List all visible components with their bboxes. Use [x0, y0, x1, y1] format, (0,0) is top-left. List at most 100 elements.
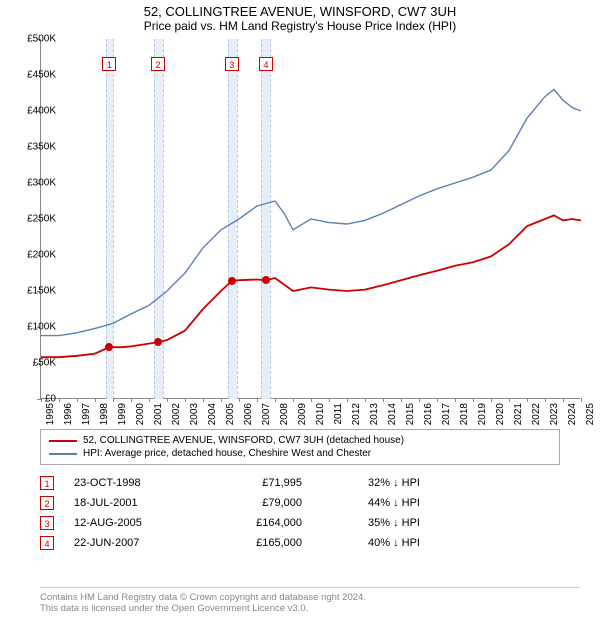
x-tick	[581, 398, 582, 402]
sale-row: 3 12-AUG-2005 £164,000 35% ↓ HPI	[40, 513, 560, 533]
x-axis-label: 2010	[315, 403, 326, 425]
sale-row-date: 12-AUG-2005	[74, 517, 194, 529]
y-axis-label: £200K	[16, 250, 56, 261]
x-tick	[347, 398, 348, 402]
sale-row-pct: 35% ↓ HPI	[320, 517, 420, 529]
sale-row-marker: 4	[40, 536, 54, 550]
down-arrow-icon: ↓	[393, 497, 399, 509]
sales-table: 123-OCT-1998£71,99532% ↓ HPI218-JUL-2001…	[40, 473, 560, 553]
x-axis-label: 2007	[261, 403, 272, 425]
y-axis-label: £500K	[16, 34, 56, 45]
sale-row-price: £165,000	[212, 537, 302, 549]
plot-area: 1995199619971998199920002001200220032004…	[40, 39, 580, 399]
y-axis-label: £100K	[16, 322, 56, 333]
series-property	[41, 215, 581, 357]
x-tick	[527, 398, 528, 402]
x-axis-label: 2025	[585, 403, 596, 425]
x-axis-label: 2023	[549, 403, 560, 425]
y-axis-label: £300K	[16, 178, 56, 189]
x-tick	[455, 398, 456, 402]
sale-marker-dot	[154, 338, 162, 346]
x-axis-label: 1999	[117, 403, 128, 425]
y-axis-label: £350K	[16, 142, 56, 153]
x-tick	[275, 398, 276, 402]
x-axis-label: 2011	[333, 403, 344, 425]
x-axis-label: 2021	[513, 403, 524, 425]
footer-attribution: Contains HM Land Registry data © Crown c…	[40, 587, 580, 614]
x-tick	[365, 398, 366, 402]
x-axis-label: 1998	[99, 403, 110, 425]
x-axis-label: 2000	[135, 403, 146, 425]
x-tick	[437, 398, 438, 402]
x-tick	[311, 398, 312, 402]
x-axis-label: 2020	[495, 403, 506, 425]
chart-subtitle: Price paid vs. HM Land Registry's House …	[0, 19, 600, 39]
sale-row-date: 18-JUL-2001	[74, 497, 194, 509]
y-axis-label: £0	[16, 394, 56, 405]
sale-marker-label: 4	[259, 57, 273, 71]
x-axis-label: 1997	[81, 403, 92, 425]
x-axis-label: 2019	[477, 403, 488, 425]
x-axis-label: 2014	[387, 403, 398, 425]
x-axis-label: 2003	[189, 403, 200, 425]
x-tick	[545, 398, 546, 402]
x-tick	[203, 398, 204, 402]
x-tick	[329, 398, 330, 402]
down-arrow-icon: ↓	[393, 537, 399, 549]
y-axis-label: £250K	[16, 214, 56, 225]
x-tick	[419, 398, 420, 402]
chart-lines	[41, 39, 581, 399]
x-axis-label: 2008	[279, 403, 290, 425]
x-tick	[221, 398, 222, 402]
sale-row: 4 22-JUN-2007 £165,000 40% ↓ HPI	[40, 533, 560, 553]
footer-line-2: This data is licensed under the Open Gov…	[40, 603, 580, 614]
sale-marker-label: 2	[151, 57, 165, 71]
x-tick	[491, 398, 492, 402]
x-tick	[563, 398, 564, 402]
x-axis-label: 1995	[45, 403, 56, 425]
sale-row-marker: 3	[40, 516, 54, 530]
x-tick	[509, 398, 510, 402]
x-tick	[149, 398, 150, 402]
x-tick	[167, 398, 168, 402]
x-axis-label: 2024	[567, 403, 578, 425]
x-axis-label: 2001	[153, 403, 164, 425]
x-tick	[131, 398, 132, 402]
x-tick	[77, 398, 78, 402]
sale-marker-dot	[105, 343, 113, 351]
x-axis-label: 2002	[171, 403, 182, 425]
x-tick	[239, 398, 240, 402]
sale-row-date: 23-OCT-1998	[74, 477, 194, 489]
x-axis-label: 2017	[441, 403, 452, 425]
x-axis-label: 2015	[405, 403, 416, 425]
x-axis-label: 2004	[207, 403, 218, 425]
down-arrow-icon: ↓	[393, 477, 399, 489]
x-axis-label: 2005	[225, 403, 236, 425]
legend-item: 52, COLLINGTREE AVENUE, WINSFORD, CW7 3U…	[49, 434, 551, 447]
legend-label: 52, COLLINGTREE AVENUE, WINSFORD, CW7 3U…	[83, 435, 404, 446]
sale-marker-dot	[262, 276, 270, 284]
series-hpi	[41, 89, 581, 335]
sale-row: 123-OCT-1998£71,99532% ↓ HPI	[40, 473, 560, 493]
sale-row-price: £164,000	[212, 517, 302, 529]
sale-row-pct: 44% ↓ HPI	[320, 497, 420, 509]
sale-marker-label: 3	[225, 57, 239, 71]
sale-row-price: £71,995	[212, 477, 302, 489]
y-axis-label: £150K	[16, 286, 56, 297]
x-axis-label: 2013	[369, 403, 380, 425]
x-axis-label: 2016	[423, 403, 434, 425]
chart-area: 1995199619971998199920002001200220032004…	[40, 39, 600, 419]
sale-row-marker: 1	[40, 476, 54, 490]
x-tick	[383, 398, 384, 402]
x-tick	[113, 398, 114, 402]
sale-row-date: 22-JUN-2007	[74, 537, 194, 549]
chart-title: 52, COLLINGTREE AVENUE, WINSFORD, CW7 3U…	[0, 0, 600, 19]
x-axis-label: 2012	[351, 403, 362, 425]
legend-label: HPI: Average price, detached house, Ches…	[83, 448, 371, 459]
x-tick	[59, 398, 60, 402]
x-tick	[185, 398, 186, 402]
sale-row: 218-JUL-2001£79,00044% ↓ HPI	[40, 493, 560, 513]
sale-row-pct: 40% ↓ HPI	[320, 537, 420, 549]
x-tick	[293, 398, 294, 402]
down-arrow-icon: ↓	[393, 517, 399, 529]
